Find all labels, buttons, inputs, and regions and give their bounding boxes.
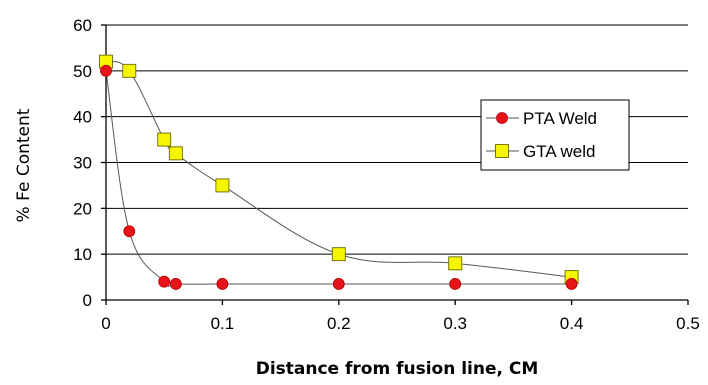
data-point-pta xyxy=(169,278,182,290)
data-point-pta xyxy=(216,278,229,290)
data-point-gta xyxy=(448,256,463,271)
y-tick-label: 10 xyxy=(73,245,92,264)
y-tick-label: 30 xyxy=(73,154,92,173)
x-tick-label: 0.1 xyxy=(211,314,235,333)
x-tick-label: 0 xyxy=(101,314,110,333)
data-point-gta xyxy=(168,146,183,161)
legend: PTA Weld GTA weld xyxy=(480,99,630,171)
legend-marker-pta xyxy=(496,112,508,124)
data-point-pta xyxy=(100,64,112,77)
data-point-pta xyxy=(332,278,345,290)
data-point-gta xyxy=(157,132,172,147)
x-tick-label: 0.4 xyxy=(560,314,584,333)
data-point-pta xyxy=(158,275,171,288)
x-tick-label: 0.5 xyxy=(676,314,700,333)
y-tick-label: 60 xyxy=(73,16,92,35)
y-tick-label: 20 xyxy=(73,199,92,218)
legend-marker-gta xyxy=(495,144,509,158)
y-tick-label: 0 xyxy=(83,291,92,310)
y-axis-label: % Fe Content xyxy=(14,108,34,222)
legend-box xyxy=(480,99,630,171)
x-tick-label: 0.2 xyxy=(327,314,351,333)
y-tick-label: 50 xyxy=(73,62,92,81)
data-point-pta xyxy=(565,278,578,290)
series-layer xyxy=(99,54,579,290)
data-point-pta xyxy=(449,278,462,290)
x-tick-label: 0.3 xyxy=(443,314,467,333)
data-point-gta xyxy=(122,63,137,78)
data-point-pta xyxy=(123,225,136,238)
x-axis-label: Distance from fusion line, CM xyxy=(256,359,539,379)
y-tick-label: 40 xyxy=(73,108,92,127)
data-point-gta xyxy=(331,247,346,262)
legend-label: PTA Weld xyxy=(523,109,597,128)
data-point-gta xyxy=(215,178,230,193)
grid-layer xyxy=(106,24,688,255)
legend-label: GTA weld xyxy=(523,142,595,161)
axis-layer: 0 10 20 30 40 50 60 0 0.1 0.2 0.3 0.4 0.5 xyxy=(73,16,700,333)
